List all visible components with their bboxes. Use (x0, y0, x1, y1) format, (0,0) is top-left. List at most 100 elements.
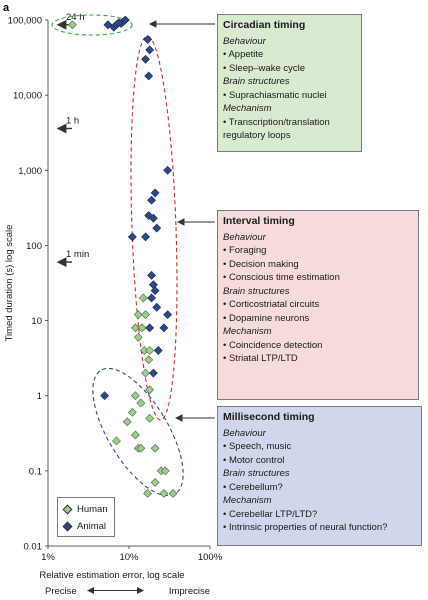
millisecond-behaviour-2: • Motor control (223, 454, 285, 466)
human-data-point (150, 443, 160, 453)
interval-mechanism-2: • Striatal LTP/LTD (223, 353, 298, 365)
interval-brain-2: • Dopamine neurons (223, 312, 310, 324)
human-data-point (160, 466, 170, 476)
human-data-point (144, 355, 154, 365)
interval-behaviour-3: • Conscious time estimation (223, 272, 340, 284)
millisecond-mechanism-1: • Cerebellar LTP/LTD? (223, 508, 318, 520)
animal-data-point (163, 165, 173, 175)
animal-data-point (148, 368, 158, 378)
circadian-behaviour-2: • Sleep–wake cycle (223, 62, 306, 74)
millisecond-title: Millisecond timing (223, 411, 315, 423)
y-tick-label: 0.01 (24, 542, 43, 553)
legend: Human Animal (57, 497, 115, 537)
animal-data-point (153, 346, 163, 355)
interval-behaviour-2: • Decision making (223, 258, 299, 270)
interval-behaviour-1: • Foraging (223, 245, 267, 257)
x-tick-label: 100% (198, 552, 223, 563)
y-tick-label: 100,000 (8, 16, 42, 27)
millisecond-brain-1: • Cerebellum? (223, 481, 283, 493)
reference-label: 1 h (66, 115, 79, 126)
y-tick-label: 1 (37, 391, 42, 402)
legend-animal-label: Animal (77, 521, 107, 532)
ellipse-circadian-timing (51, 14, 133, 36)
animal-data-point (127, 232, 137, 242)
interval-title: Interval timing (223, 215, 295, 227)
animal-data-point (152, 223, 162, 233)
y-tick-label: 100 (26, 241, 42, 252)
human-data-point (112, 436, 121, 446)
human-data-point (145, 413, 155, 423)
human-data-point (141, 310, 150, 320)
circadian-mechanism-1: • Transcription/translation regulatory l… (223, 116, 330, 142)
interval-behaviour-label: Behaviour (223, 231, 266, 243)
human-data-point (133, 310, 143, 320)
animal-data-point (163, 310, 173, 320)
interval-brain-1: • Corticostriatal circuits (223, 299, 320, 311)
circadian-mechanism-label: Mechanism (223, 103, 272, 115)
y-axis-label: Timed duration (s) log scale (4, 225, 15, 342)
y-tick-label: 0.1 (29, 466, 42, 477)
human-data-point (141, 368, 150, 378)
x-axis-label: Relative estimation error, log scale (39, 570, 184, 581)
animal-data-point (144, 71, 154, 81)
interval-mechanism-1: • Coincidence detection (223, 339, 323, 351)
human-data-point (136, 443, 146, 453)
animal-data-point (120, 15, 130, 25)
animal-data-point (100, 391, 110, 401)
y-tick-label: 10,000 (13, 91, 42, 102)
human-data-point (122, 417, 132, 427)
circadian-brain-1: • Suprachiasmatic nuclei (223, 89, 327, 101)
animal-data-point (143, 35, 153, 44)
legend-human: Human (62, 501, 110, 518)
animal-data-point (159, 323, 169, 333)
human-data-point (133, 332, 143, 342)
animal-data-point (150, 286, 160, 296)
circadian-timing-box: Circadian timing Behaviour • Appetite • … (217, 14, 362, 152)
x-tick-label: 10% (119, 552, 139, 563)
human-data-point (130, 430, 140, 440)
animal-data-point (141, 54, 150, 64)
animal-data-point (150, 188, 160, 198)
human-data-point (130, 323, 140, 333)
circadian-brain-label: Brain structures (223, 76, 290, 88)
millisecond-mechanism-2: • Intrinsic properties of neural functio… (223, 522, 388, 534)
animal-data-point (147, 293, 157, 303)
millisecond-mechanism-label: Mechanism (223, 495, 272, 507)
reference-label: 1 min (66, 249, 89, 260)
interval-timing-box: Interval timing Behaviour • Foraging • D… (217, 210, 419, 400)
animal-data-point (141, 232, 150, 242)
human-data-point (130, 391, 140, 401)
animal-data-point (148, 213, 158, 223)
animal-data-point (152, 302, 162, 312)
animal-diamond-icon (62, 521, 73, 532)
animal-data-point (147, 195, 157, 205)
ellipse-millisecond-timing (92, 367, 184, 497)
animal-data-point (145, 45, 155, 55)
human-data-point (143, 489, 153, 498)
human-data-point (67, 20, 77, 30)
human-data-point (136, 398, 146, 408)
millisecond-brain-label: Brain structures (223, 468, 290, 480)
human-data-point (145, 346, 155, 355)
human-data-point (150, 478, 160, 487)
legend-human-label: Human (77, 504, 108, 515)
human-data-point (159, 489, 169, 498)
human-diamond-icon (62, 504, 73, 515)
millisecond-behaviour-label: Behaviour (223, 427, 266, 439)
panel-label: a (3, 2, 10, 14)
legend-animal: Animal (62, 518, 110, 535)
human-data-point (137, 323, 147, 333)
ellipse-interval-timing (130, 35, 178, 421)
imprecise-label: Imprecise (169, 586, 210, 597)
interval-mechanism-label: Mechanism (223, 326, 272, 338)
human-data-point (145, 385, 155, 395)
human-data-point (168, 489, 178, 498)
circadian-behaviour-label: Behaviour (223, 35, 266, 47)
human-data-point (138, 293, 148, 303)
animal-data-point (145, 323, 155, 333)
circadian-title: Circadian timing (223, 19, 306, 31)
millisecond-timing-box: Millisecond timing Behaviour • Speech, m… (217, 406, 422, 546)
human-data-point (127, 407, 137, 417)
y-tick-label: 10 (31, 316, 42, 327)
